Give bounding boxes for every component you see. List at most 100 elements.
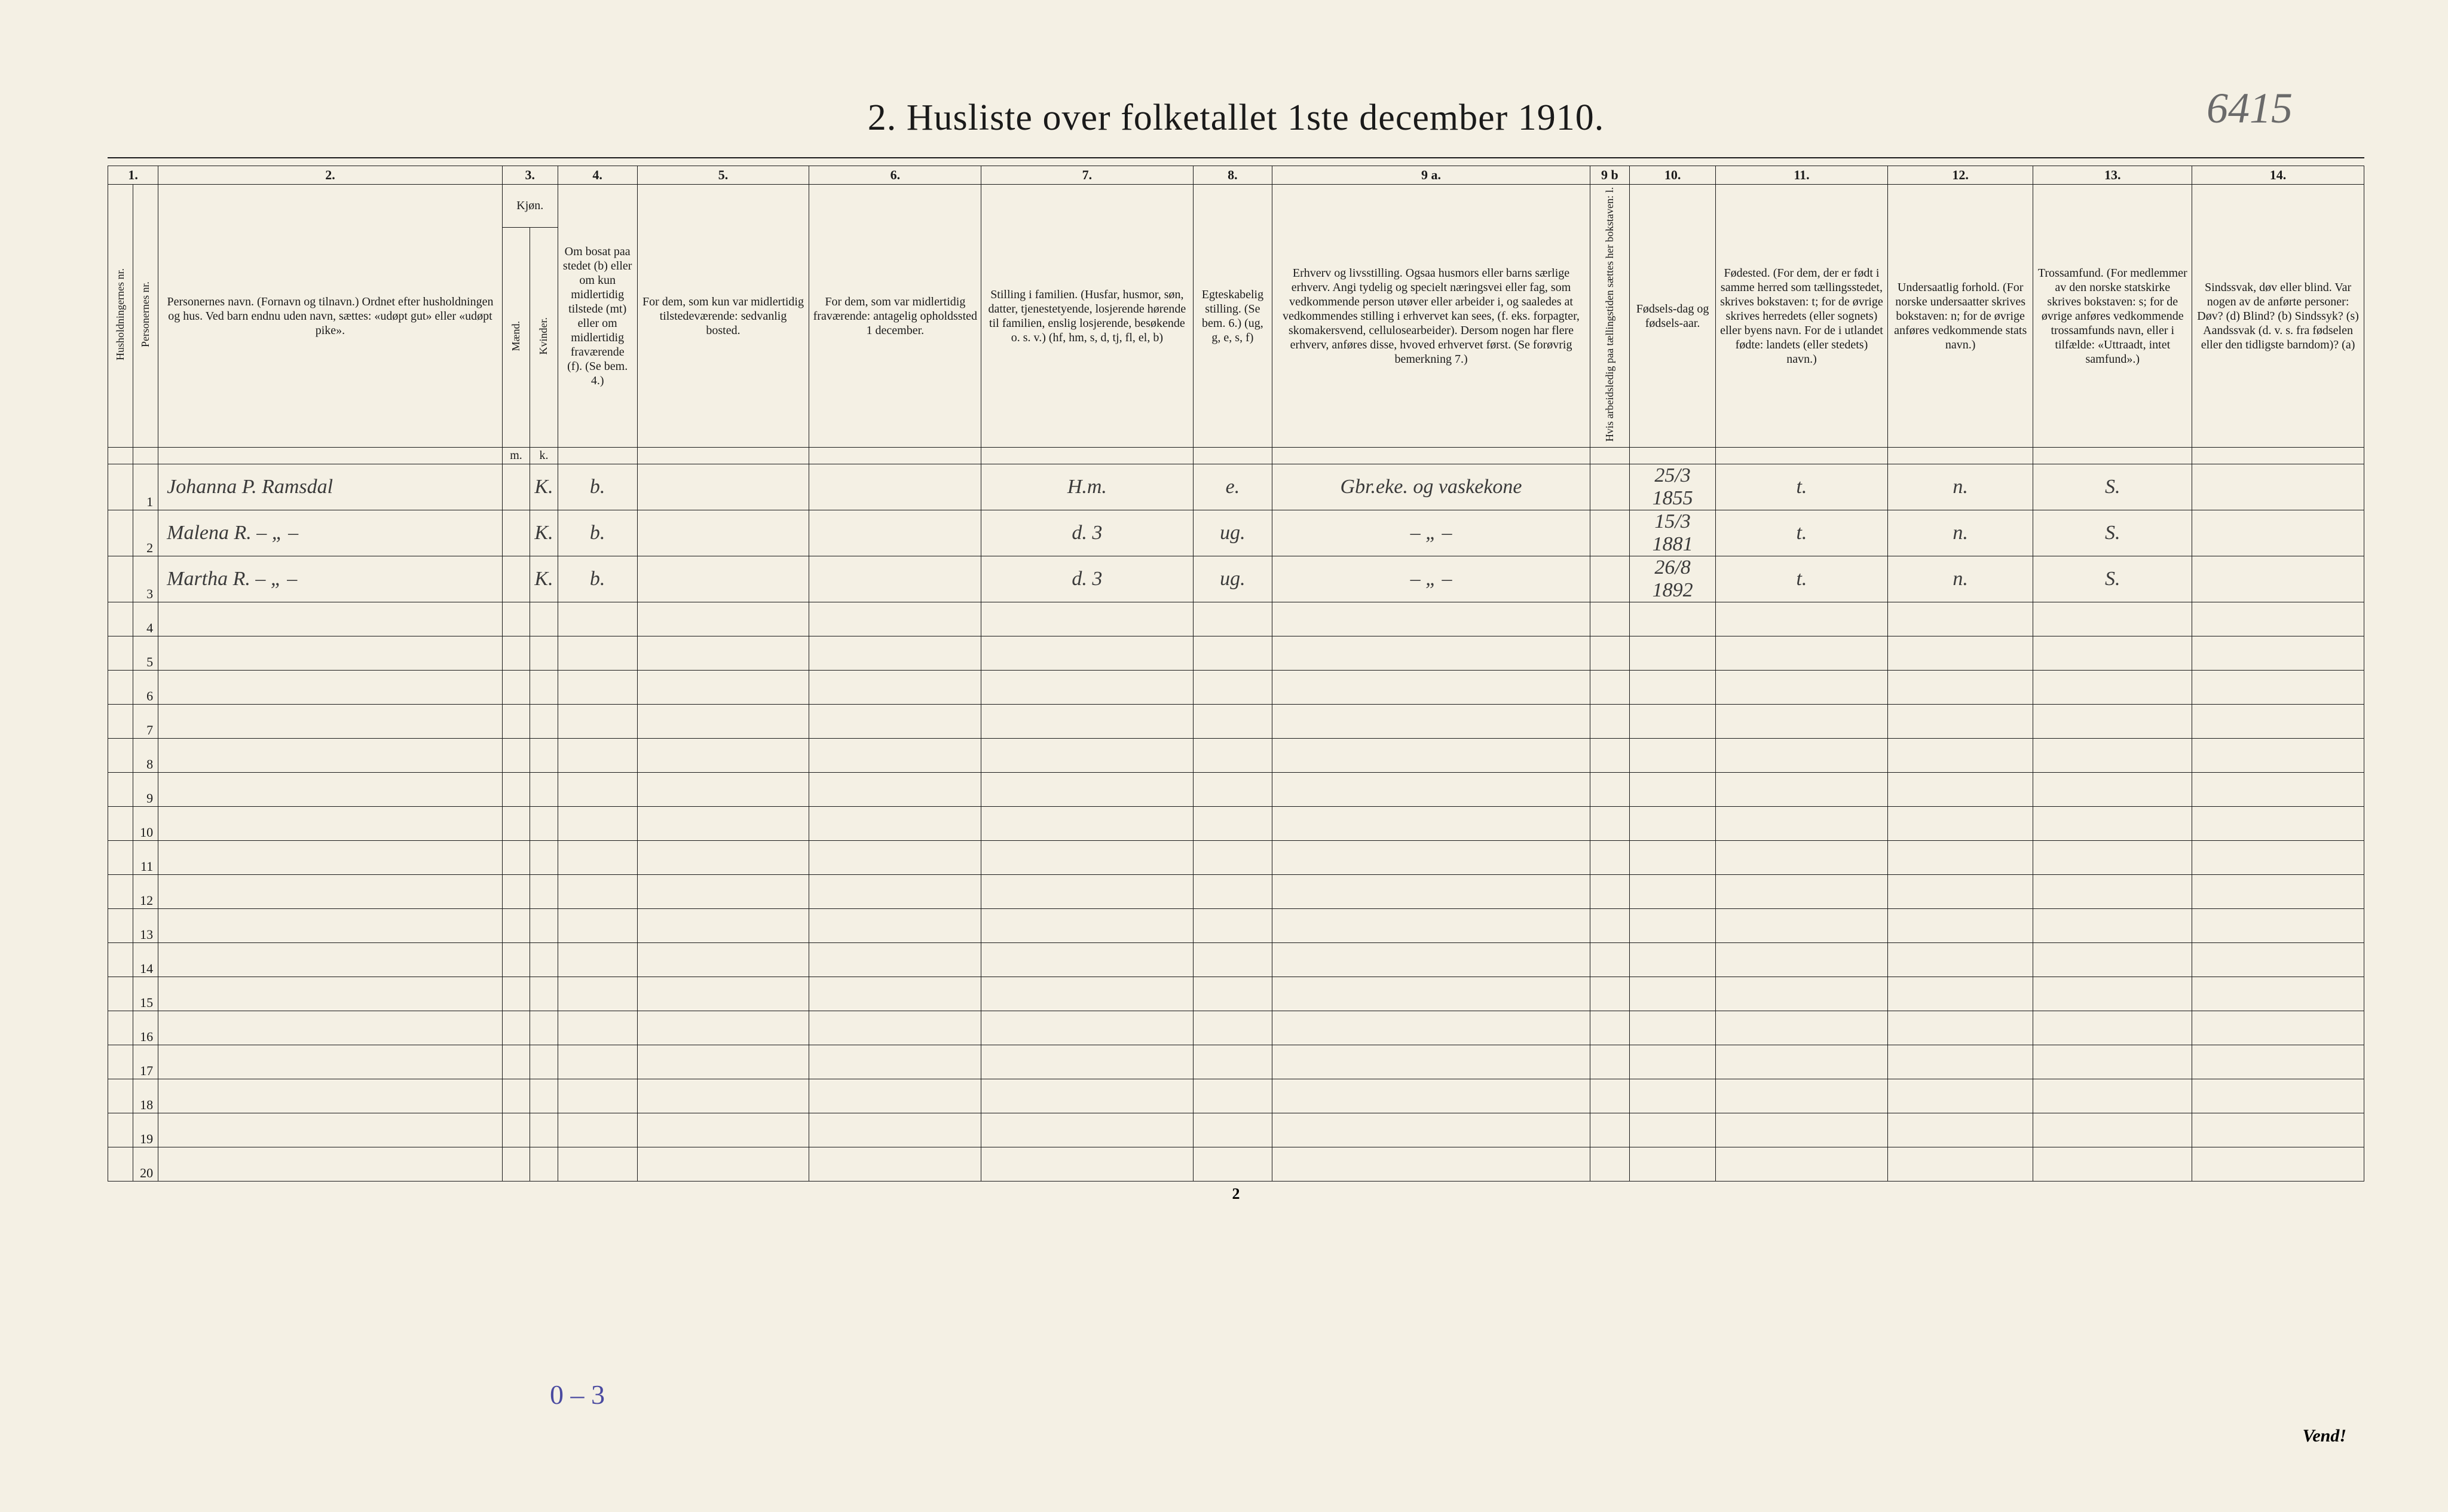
cell: t.	[1716, 556, 1888, 602]
header-5: For dem, som kun var midlertidig tilsted…	[637, 184, 809, 448]
cell	[1272, 943, 1590, 977]
cell	[809, 909, 981, 943]
cell	[530, 807, 558, 841]
cell	[502, 510, 530, 556]
cell	[1590, 636, 1629, 671]
cell	[558, 841, 637, 875]
row-number: 1	[133, 464, 158, 510]
mk-m: m.	[502, 448, 530, 464]
cell	[809, 510, 981, 556]
cell	[2192, 1079, 2364, 1113]
cell	[1716, 636, 1888, 671]
cell	[637, 464, 809, 510]
header-12: Undersaatlig forhold. (For norske unders…	[1887, 184, 2033, 448]
cell	[1887, 977, 2033, 1011]
cell: H.m.	[981, 464, 1193, 510]
cell	[1887, 909, 2033, 943]
cell	[1193, 875, 1272, 909]
cell	[637, 773, 809, 807]
cell	[558, 909, 637, 943]
row-number: 12	[133, 875, 158, 909]
cell	[502, 739, 530, 773]
cell	[809, 1079, 981, 1113]
cell	[1590, 807, 1629, 841]
table-row: 9	[108, 773, 2364, 807]
row-number: 13	[133, 909, 158, 943]
cell	[1193, 977, 1272, 1011]
cell	[981, 943, 1193, 977]
cell: S.	[2033, 556, 2192, 602]
cell	[108, 1079, 133, 1113]
cell	[108, 773, 133, 807]
row-number: 5	[133, 636, 158, 671]
cell-name	[158, 1147, 503, 1182]
cell	[530, 671, 558, 705]
table-row: 13	[108, 909, 2364, 943]
vend-label: Vend!	[2303, 1426, 2346, 1446]
colnum-13: 13.	[2033, 166, 2192, 184]
colnum-12: 12.	[1887, 166, 2033, 184]
mk-k: k.	[530, 448, 558, 464]
cell	[558, 705, 637, 739]
cell	[2033, 636, 2192, 671]
cell	[981, 739, 1193, 773]
cell	[637, 909, 809, 943]
cell	[637, 1079, 809, 1113]
cell	[2192, 739, 2364, 773]
cell	[1193, 1011, 1272, 1045]
cell	[637, 636, 809, 671]
cell	[809, 841, 981, 875]
cell	[1272, 636, 1590, 671]
cell	[2192, 1113, 2364, 1147]
cell	[2033, 841, 2192, 875]
header-10: Fødsels-dag og fødsels-aar.	[1630, 184, 1716, 448]
colnum-1: 1.	[108, 166, 158, 184]
cell	[1887, 807, 2033, 841]
cell-name: Martha R. – „ –	[158, 556, 503, 602]
cell	[637, 943, 809, 977]
cell: e.	[1193, 464, 1272, 510]
cell	[1272, 875, 1590, 909]
footer-annotation: 0 – 3	[550, 1379, 605, 1410]
cell	[1193, 705, 1272, 739]
cell	[981, 1079, 1193, 1113]
header-kjon: Kjøn.	[502, 184, 558, 228]
cell	[2192, 875, 2364, 909]
cell	[558, 977, 637, 1011]
cell-name	[158, 671, 503, 705]
cell	[558, 807, 637, 841]
table-row: 18	[108, 1079, 2364, 1113]
colnum-9b: 9 b	[1590, 166, 1629, 184]
cell	[108, 510, 133, 556]
cell	[1887, 1079, 2033, 1113]
cell	[502, 773, 530, 807]
cell	[1590, 556, 1629, 602]
cell-name	[158, 705, 503, 739]
cell	[981, 875, 1193, 909]
row-number: 8	[133, 739, 158, 773]
cell	[2192, 807, 2364, 841]
cell	[502, 1147, 530, 1182]
cell	[2192, 464, 2364, 510]
cell	[502, 1079, 530, 1113]
cell	[502, 602, 530, 636]
cell	[1630, 1147, 1716, 1182]
header-11: Fødested. (For dem, der er født i samme …	[1716, 184, 1888, 448]
row-number: 10	[133, 807, 158, 841]
row-number: 6	[133, 671, 158, 705]
table-row: 7	[108, 705, 2364, 739]
cell	[502, 909, 530, 943]
cell	[1887, 671, 2033, 705]
cell: S.	[2033, 510, 2192, 556]
cell	[558, 1011, 637, 1045]
cell	[981, 773, 1193, 807]
cell	[530, 602, 558, 636]
cell: 25/3 1855	[1630, 464, 1716, 510]
cell: – „ –	[1272, 556, 1590, 602]
cell	[108, 739, 133, 773]
cell	[108, 556, 133, 602]
cell	[558, 875, 637, 909]
cell-name	[158, 943, 503, 977]
cell	[530, 1045, 558, 1079]
cell: S.	[2033, 464, 2192, 510]
